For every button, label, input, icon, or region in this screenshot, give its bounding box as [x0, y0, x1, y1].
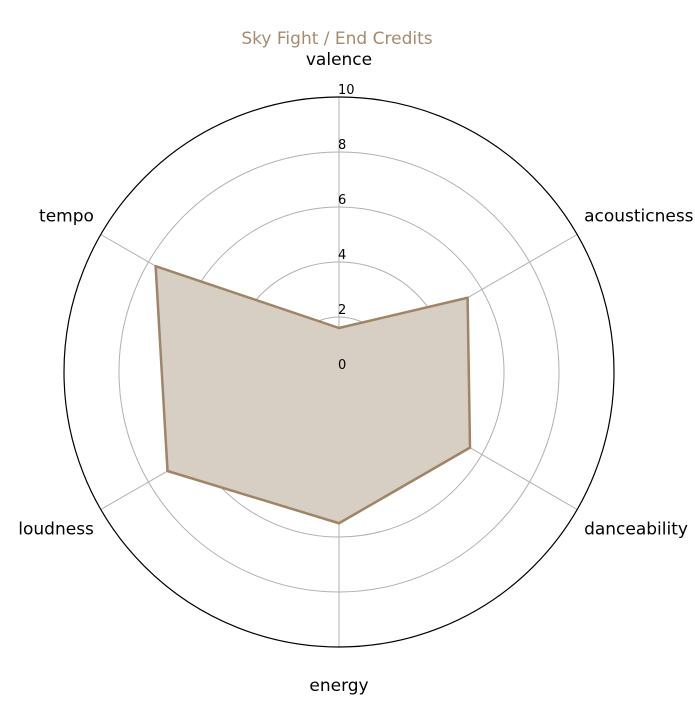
axis-label-acousticness: acousticness [584, 207, 694, 227]
data-point-tempo [154, 264, 157, 268]
data-point-energy [337, 522, 341, 525]
tick-layer: 0 2 4 6 8 10 [338, 83, 355, 373]
tick-label-4: 4 [338, 248, 346, 263]
data-point-danceability [468, 446, 472, 449]
axis-label-danceability: danceability [584, 520, 688, 540]
outer-circle [63, 96, 615, 648]
series-layer [154, 264, 472, 525]
chart-title: Sky Fight / End Credits [241, 29, 432, 49]
tick-label-10: 10 [338, 83, 355, 98]
series-polygon-0 [154, 264, 472, 525]
data-point-valence [337, 326, 341, 330]
data-point-loudness [166, 469, 169, 473]
tick-label-2: 2 [338, 303, 346, 318]
axis-label-tempo: tempo [39, 207, 94, 227]
axis-label-valence: valence [306, 50, 372, 70]
tick-label-8: 8 [338, 138, 346, 153]
tick-label-0: 0 [338, 358, 346, 373]
data-point-acousticness [466, 296, 469, 299]
grid-ring-8 [118, 151, 560, 593]
axis-label-energy: energy [309, 676, 368, 696]
tick-label-6: 6 [338, 193, 346, 208]
axis-label-loudness: loudness [18, 520, 94, 540]
axis-label-layer: valence acousticness danceability energy lou… [18, 50, 693, 696]
